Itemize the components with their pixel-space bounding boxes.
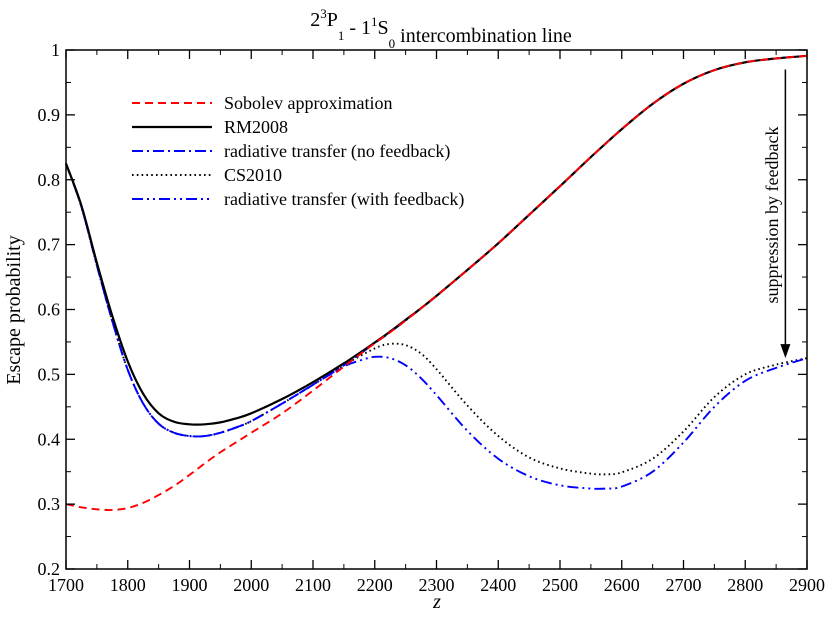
y-tick-label: 0.5 (38, 364, 61, 384)
series-line-3 (65, 163, 808, 476)
title-part: P (327, 9, 338, 31)
series-line-0 (65, 54, 808, 511)
x-tick-label: 2900 (789, 575, 825, 595)
x-tick-label: 1800 (110, 575, 146, 595)
legend-label: radiative transfer (no feedback) (224, 141, 450, 162)
ticks-layer: 1700 1800 1900 2000 2100 2200 2300 2400 2500 2600… (38, 40, 826, 595)
y-tick-label: 1 (51, 40, 60, 60)
annotation-arrow-head (780, 344, 791, 359)
series-line-4 (65, 163, 808, 490)
annotation: suppression by feedback (762, 69, 791, 359)
chart-title: 23P1 - 11S0 intercombination line (310, 6, 572, 51)
y-tick-label: 0.8 (38, 170, 61, 190)
title-part: 1 (371, 14, 378, 29)
legend-label: Sobolev approximation (224, 93, 392, 113)
y-tick-label: 0.3 (38, 494, 61, 514)
y-tick-label: 0.2 (38, 559, 61, 579)
y-tick-label: 0.7 (38, 235, 61, 255)
title-part: 2 (310, 9, 320, 31)
title-part: 1 (338, 28, 345, 43)
x-tick-label: 2200 (357, 575, 393, 595)
legend-label: radiative transfer (with feedback) (224, 189, 464, 210)
y-axis-label: Escape probability (3, 235, 25, 384)
series-layer (64, 54, 808, 511)
x-tick-label: 2700 (666, 575, 702, 595)
x-tick-label: 2100 (295, 575, 331, 595)
title-part: 0 (389, 36, 396, 51)
legend-label: CS2010 (224, 165, 282, 185)
title-part: 3 (320, 6, 327, 21)
x-tick-label: 2000 (233, 575, 269, 595)
title-part: S (378, 17, 389, 39)
x-tick-label: 2600 (604, 575, 640, 595)
x-tick-label: 2300 (419, 575, 455, 595)
legend-label: RM2008 (224, 117, 288, 137)
x-tick-label: 2500 (542, 575, 578, 595)
x-tick-label: 1700 (48, 575, 84, 595)
title-part: intercombination line (395, 25, 572, 47)
y-tick-label: 0.4 (38, 429, 61, 449)
legend: Sobolev approximation RM2008 radiative tra… (132, 93, 464, 210)
annotation-text: suppression by feedback (762, 127, 782, 304)
x-tick-label: 1900 (172, 575, 208, 595)
x-axis-label: z (432, 591, 441, 613)
y-tick-label: 0.9 (38, 105, 61, 125)
y-tick-label: 0.6 (38, 300, 61, 320)
x-tick-label: 2400 (480, 575, 516, 595)
title-part: - 1 (344, 17, 371, 39)
x-tick-label: 2800 (727, 575, 763, 595)
